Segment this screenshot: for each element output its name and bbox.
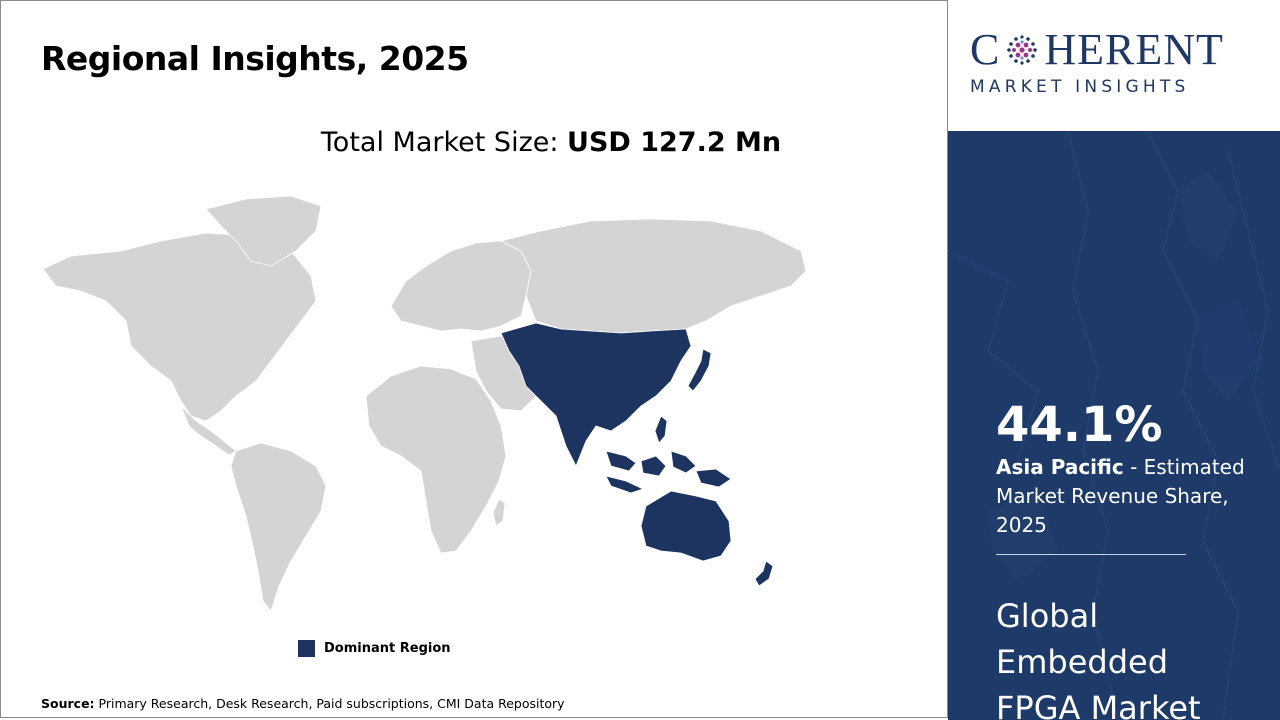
source-note: Source: Primary Research, Desk Research,… [41, 696, 565, 711]
map-region-south-america [230, 442, 327, 612]
market-size-value: USD 127.2 Mn [567, 127, 782, 158]
map-region-madagascar [492, 498, 506, 527]
source-text: Primary Research, Desk Research, Paid su… [94, 696, 565, 711]
legend-label: Dominant Region [324, 641, 451, 656]
share-caption: - Estimated Market Revenue Share, 2025 [996, 455, 1245, 537]
share-description: Asia Pacific - Estimated Market Revenue … [996, 453, 1246, 540]
logo-tagline: MARKET INSIGHTS [970, 77, 1190, 97]
panel-divider [996, 554, 1186, 555]
map-region-central-america [180, 405, 237, 456]
map-region-greenland [205, 195, 322, 267]
side-panel: C HERENT MARKET INSIGHTS [948, 0, 1280, 720]
map-legend: Dominant Region [298, 640, 451, 657]
total-market-size: Total Market Size: USD 127.2 Mn [1, 127, 1101, 158]
map-region-africa [365, 365, 507, 554]
market-name: Global Embedded FPGA Market [996, 597, 1201, 720]
legend-swatch-dominant [298, 640, 315, 657]
share-percentage: 44.1% [996, 397, 1163, 453]
world-map [42, 195, 807, 612]
source-label: Source: [41, 696, 95, 711]
map-region-australia [640, 490, 732, 562]
map-region-north-america [42, 232, 317, 422]
main-slide-area: Regional Insights, 2025 Total Market Siz… [0, 0, 948, 718]
map-region-new-zealand [754, 560, 774, 587]
logo-wordmark: C HERENT [970, 28, 1224, 72]
market-size-label: Total Market Size: [320, 127, 568, 158]
map-region-asia-mainland [500, 322, 692, 467]
map-region-europe [390, 240, 532, 332]
map-region-russia [499, 218, 807, 334]
logo-letter-c: C [970, 25, 1001, 74]
logo-globe-icon [1007, 35, 1038, 65]
share-region: Asia Pacific [996, 455, 1124, 479]
map-region-japan [687, 348, 712, 392]
logo: C HERENT MARKET INSIGHTS [948, 0, 1280, 131]
page-title: Regional Insights, 2025 [41, 39, 469, 78]
logo-letters-herent: HERENT [1044, 25, 1224, 74]
map-region-philippines [654, 415, 668, 444]
panel-texture [948, 131, 1280, 720]
stat-panel: 44.1% Asia Pacific - Estimated Market Re… [948, 131, 1280, 720]
map-region-southeast-asia-islands [605, 450, 732, 494]
